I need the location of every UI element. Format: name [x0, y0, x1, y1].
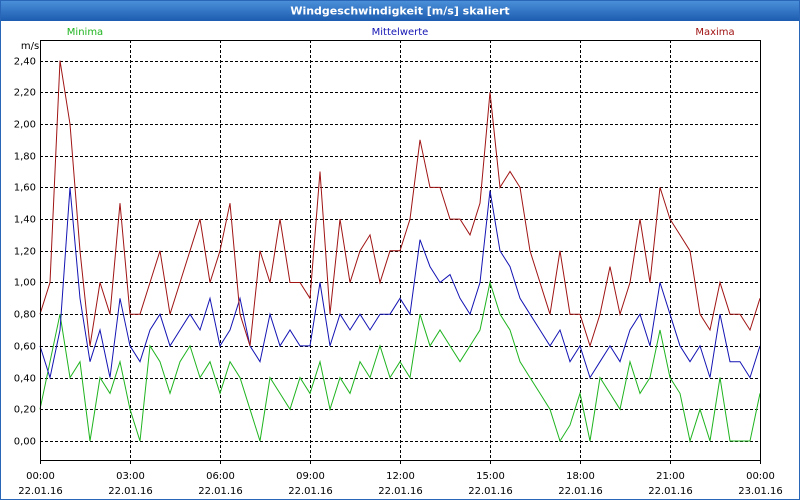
x-tick-label: 06:00 [206, 471, 235, 482]
x-tick-label: 18:00 [566, 471, 595, 482]
x-tick-date: 22.01.16 [198, 486, 243, 497]
legend-entry: Minima [67, 27, 103, 38]
data-line [39, 60, 761, 348]
chart-title: Windgeschwindigkeit [m/s] skaliert [290, 5, 509, 18]
x-tick-label: 21:00 [656, 471, 685, 482]
title-bar [1, 1, 799, 21]
y-tick-label: 1,60 [14, 183, 36, 194]
x-tick-label: 03:00 [116, 471, 145, 482]
data-line [39, 280, 761, 443]
y-tick-label: 0,40 [14, 374, 36, 385]
x-tick-date: 22.01.16 [288, 486, 333, 497]
y-tick-label: 1,00 [14, 278, 36, 289]
x-tick-label: 09:00 [296, 471, 325, 482]
y-tick-label: 0,80 [14, 310, 36, 321]
x-tick-date: 22.01.16 [468, 486, 513, 497]
y-tick-label: 1,80 [14, 152, 36, 163]
x-tick-label: 12:00 [386, 471, 415, 482]
y-tick-label: 2,20 [14, 88, 36, 99]
x-tick-date: 22.01.16 [108, 486, 153, 497]
y-tick-label: 1,20 [14, 247, 36, 258]
legend-entry: Maxima [695, 27, 734, 38]
y-tick-label: 2,00 [14, 120, 36, 131]
x-tick-date: 22.01.16 [648, 486, 693, 497]
y-tick-label: 0,20 [14, 405, 36, 416]
data-line [39, 187, 761, 380]
x-tick-date: 22.01.16 [378, 486, 423, 497]
x-tick-date: 22.01.16 [18, 486, 63, 497]
y-tick-label: 2,40 [14, 57, 36, 68]
y-unit: m/s [21, 41, 39, 52]
x-tick-label: 00:00 [26, 471, 55, 482]
legend-entry: Mittelwerte [372, 27, 429, 38]
x-tick-date: 22.01.16 [558, 486, 603, 497]
x-tick-date: 23.01.16 [738, 486, 783, 497]
y-tick-label: 0,00 [14, 437, 36, 448]
x-tick-label: 15:00 [476, 471, 505, 482]
y-tick-label: 0,60 [14, 342, 36, 353]
x-tick-label: 00:00 [746, 471, 775, 482]
y-tick-label: 1,40 [14, 215, 36, 226]
